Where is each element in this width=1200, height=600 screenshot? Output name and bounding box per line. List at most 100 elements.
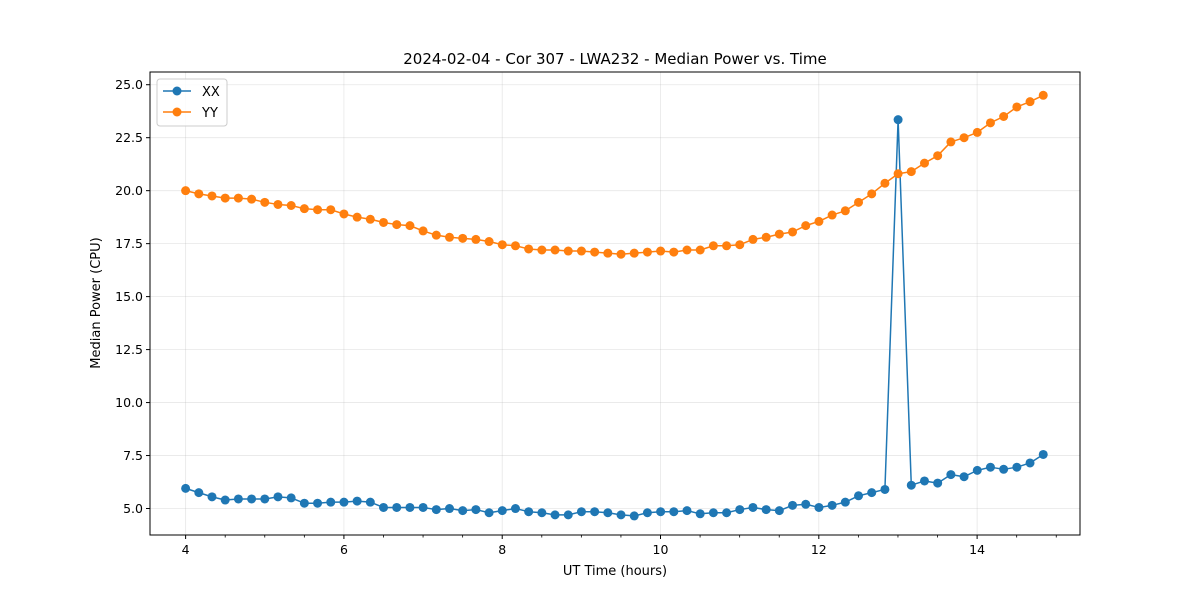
data-point-xx [1038,449,1048,459]
data-point-xx [695,509,705,519]
data-point-xx [524,507,534,517]
x-tick-label: 6 [340,542,348,557]
data-point-xx [735,505,745,515]
data-point-yy [933,151,943,161]
data-point-yy [735,240,745,250]
data-point-xx [854,491,864,501]
data-point-xx [959,472,969,482]
data-point-xx [471,505,481,515]
data-point-xx [919,476,929,486]
data-point-xx [379,502,389,512]
data-point-xx [972,465,982,475]
x-axis-label: UT Time (hours) [563,564,667,579]
data-point-yy [906,167,916,177]
data-point-xx [590,507,600,517]
data-point-xx [946,470,956,480]
y-tick-label: 7.5 [123,448,143,463]
data-point-xx [616,510,626,520]
data-point-yy [576,246,586,256]
data-point-yy [458,233,468,243]
data-point-yy [1012,102,1022,112]
grid-lines [150,72,1080,535]
y-tick-label: 10.0 [115,395,143,410]
y-axis-label: Median Power (CPU) [89,237,104,368]
x-tick-label: 4 [182,542,190,557]
data-point-yy [669,247,679,257]
data-point-yy [1038,90,1048,100]
data-point-xx [814,502,824,512]
data-point-xx [220,495,230,505]
data-point-yy [563,246,573,256]
data-point-yy [194,189,204,199]
data-point-xx [405,502,415,512]
data-point-yy [1025,97,1035,107]
data-point-yy [972,127,982,137]
data-point-xx [537,508,547,518]
data-point-yy [313,205,323,215]
data-point-yy [260,197,270,207]
data-point-xx [576,507,586,517]
data-point-xx [550,510,560,520]
data-point-yy [497,240,507,250]
data-point-yy [431,230,441,240]
data-point-yy [854,197,864,207]
data-point-yy [550,245,560,255]
data-point-yy [788,227,798,237]
data-point-yy [247,194,257,204]
data-point-xx [722,508,732,518]
data-point-yy [999,112,1009,121]
data-point-yy [484,237,494,247]
data-point-xx [339,497,349,507]
data-point-yy [748,234,758,244]
data-point-xx [880,484,890,494]
data-point-xx [418,502,428,512]
data-point-xx [273,492,283,502]
data-point-xx [642,508,652,518]
data-point-xx [906,480,916,490]
data-point-yy [220,193,230,203]
data-point-xx [774,506,784,516]
y-tick-label: 22.5 [115,130,143,145]
data-point-yy [893,169,903,179]
data-point-xx [708,508,718,518]
data-point-xx [788,500,798,510]
legend-marker-yy [172,107,182,117]
data-point-yy [537,245,547,255]
data-point-xx [999,464,1009,474]
data-point-yy [510,241,520,251]
data-point-xx [233,494,243,504]
data-point-xx [801,499,811,509]
x-tick-label: 10 [653,542,669,557]
series-layer [181,90,1048,521]
data-point-xx [656,507,666,517]
data-point-yy [181,186,191,196]
data-point-yy [418,226,428,236]
data-point-yy [326,205,336,215]
axis-ticks: 4 6 8 10 12 14 5.0 7.5 10.0 12.5 15.0 17.5 20.0 22.5 2… [115,77,1057,557]
x-tick-label: 12 [811,542,827,557]
data-point-yy [840,206,850,216]
data-point-yy [801,221,811,231]
data-point-yy [471,234,481,244]
data-point-yy [339,209,349,219]
data-point-yy [445,232,454,242]
legend: XX YY [156,78,228,127]
x-tick-label: 8 [498,542,506,557]
data-point-yy [207,191,217,201]
data-point-yy [919,158,929,168]
chart-title: 2024-02-04 - Cor 307 - LWA232 - Median P… [403,50,827,68]
data-point-xx [313,498,323,508]
data-point-xx [286,493,296,503]
data-point-yy [405,221,415,231]
data-point-xx [933,478,943,488]
data-point-xx [748,502,758,512]
data-point-xx [445,504,454,514]
data-point-xx [365,497,375,507]
data-point-yy [590,247,600,257]
data-point-yy [286,201,296,210]
data-point-xx [761,505,771,515]
y-tick-label: 15.0 [115,289,143,304]
data-point-yy [946,137,956,147]
data-point-xx [985,462,995,472]
